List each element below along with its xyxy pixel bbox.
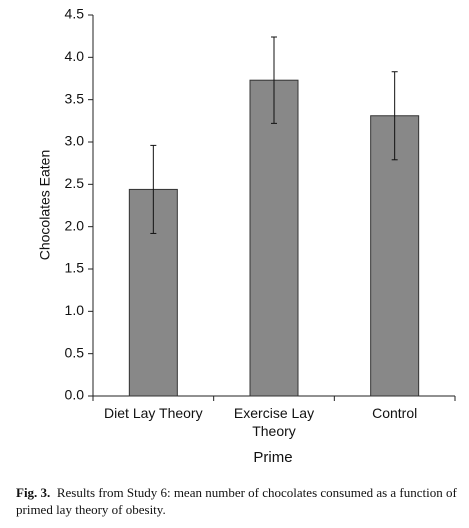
y-tick-label: 1.0 — [65, 302, 85, 318]
y-tick-label: 3.5 — [65, 90, 85, 106]
x-axis-label: Prime — [253, 449, 292, 466]
error-bar — [150, 144, 157, 234]
y-tick-label: 3.0 — [65, 133, 85, 149]
caption: Fig. 3. Results from Study 6: mean numbe… — [16, 484, 461, 518]
y-axis-label: Chocolates Eaten — [37, 150, 53, 261]
y-tick-label: 2.0 — [65, 217, 85, 233]
y-tick-label: 1.5 — [65, 260, 85, 276]
y-tick-label: 4.0 — [65, 48, 85, 64]
y-tick-label: 0.5 — [65, 344, 85, 360]
y-tick-label: 2.5 — [65, 175, 85, 191]
x-tick-label: Control — [372, 405, 418, 421]
chart: Chocolates Eaten Prime 0.0 0.5 1.0 1.5 2.0 2.… — [37, 6, 456, 466]
error-bar — [271, 36, 277, 124]
y-tick-label: 0.0 — [65, 387, 85, 403]
error-bar — [391, 71, 398, 161]
caption-label: Fig. 3. — [16, 485, 51, 500]
x-tick-label: Diet Lay Theory — [104, 405, 203, 421]
y-tick-label: 4.5 — [65, 6, 85, 22]
bar — [370, 115, 420, 397]
bar — [249, 79, 299, 397]
caption-text: Results from Study 6: mean number of cho… — [16, 485, 457, 517]
x-tick-label: Exercise Lay Theory — [233, 405, 315, 439]
